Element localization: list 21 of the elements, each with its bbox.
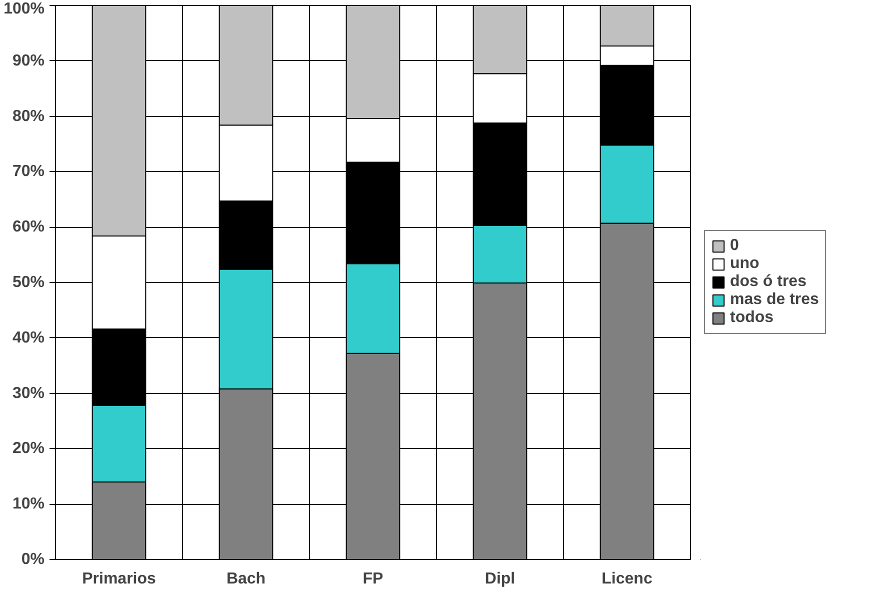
legend-label: dos ó tres: [730, 273, 806, 291]
x-tick-label: Primarios: [82, 570, 156, 588]
x-tick-label: Bach: [226, 570, 266, 588]
legend-label: 0: [730, 237, 740, 255]
y-tick-label: 50%: [12, 274, 45, 291]
x-tick-label: FP: [362, 570, 384, 588]
legend-label: uno: [730, 255, 760, 273]
y-tick-label: 70%: [12, 163, 45, 180]
x-tick-label: Dipl: [484, 570, 516, 588]
legend-label: todos: [730, 309, 774, 327]
y-tick-label: 20%: [12, 440, 45, 458]
y-tick-label: 0%: [21, 551, 44, 568]
legend-label: mas de tres: [730, 291, 819, 309]
y-tick-label: 30%: [12, 384, 45, 402]
y-tick-label: 80%: [12, 108, 45, 125]
y-tick-label: 100%: [4, 0, 44, 18]
y-tick-label: 40%: [12, 329, 45, 346]
x-tick-label: Licenc: [602, 570, 652, 588]
y-tick-label: 90%: [12, 52, 45, 70]
y-tick-label: 10%: [12, 496, 45, 513]
y-tick-label: 60%: [12, 218, 45, 236]
